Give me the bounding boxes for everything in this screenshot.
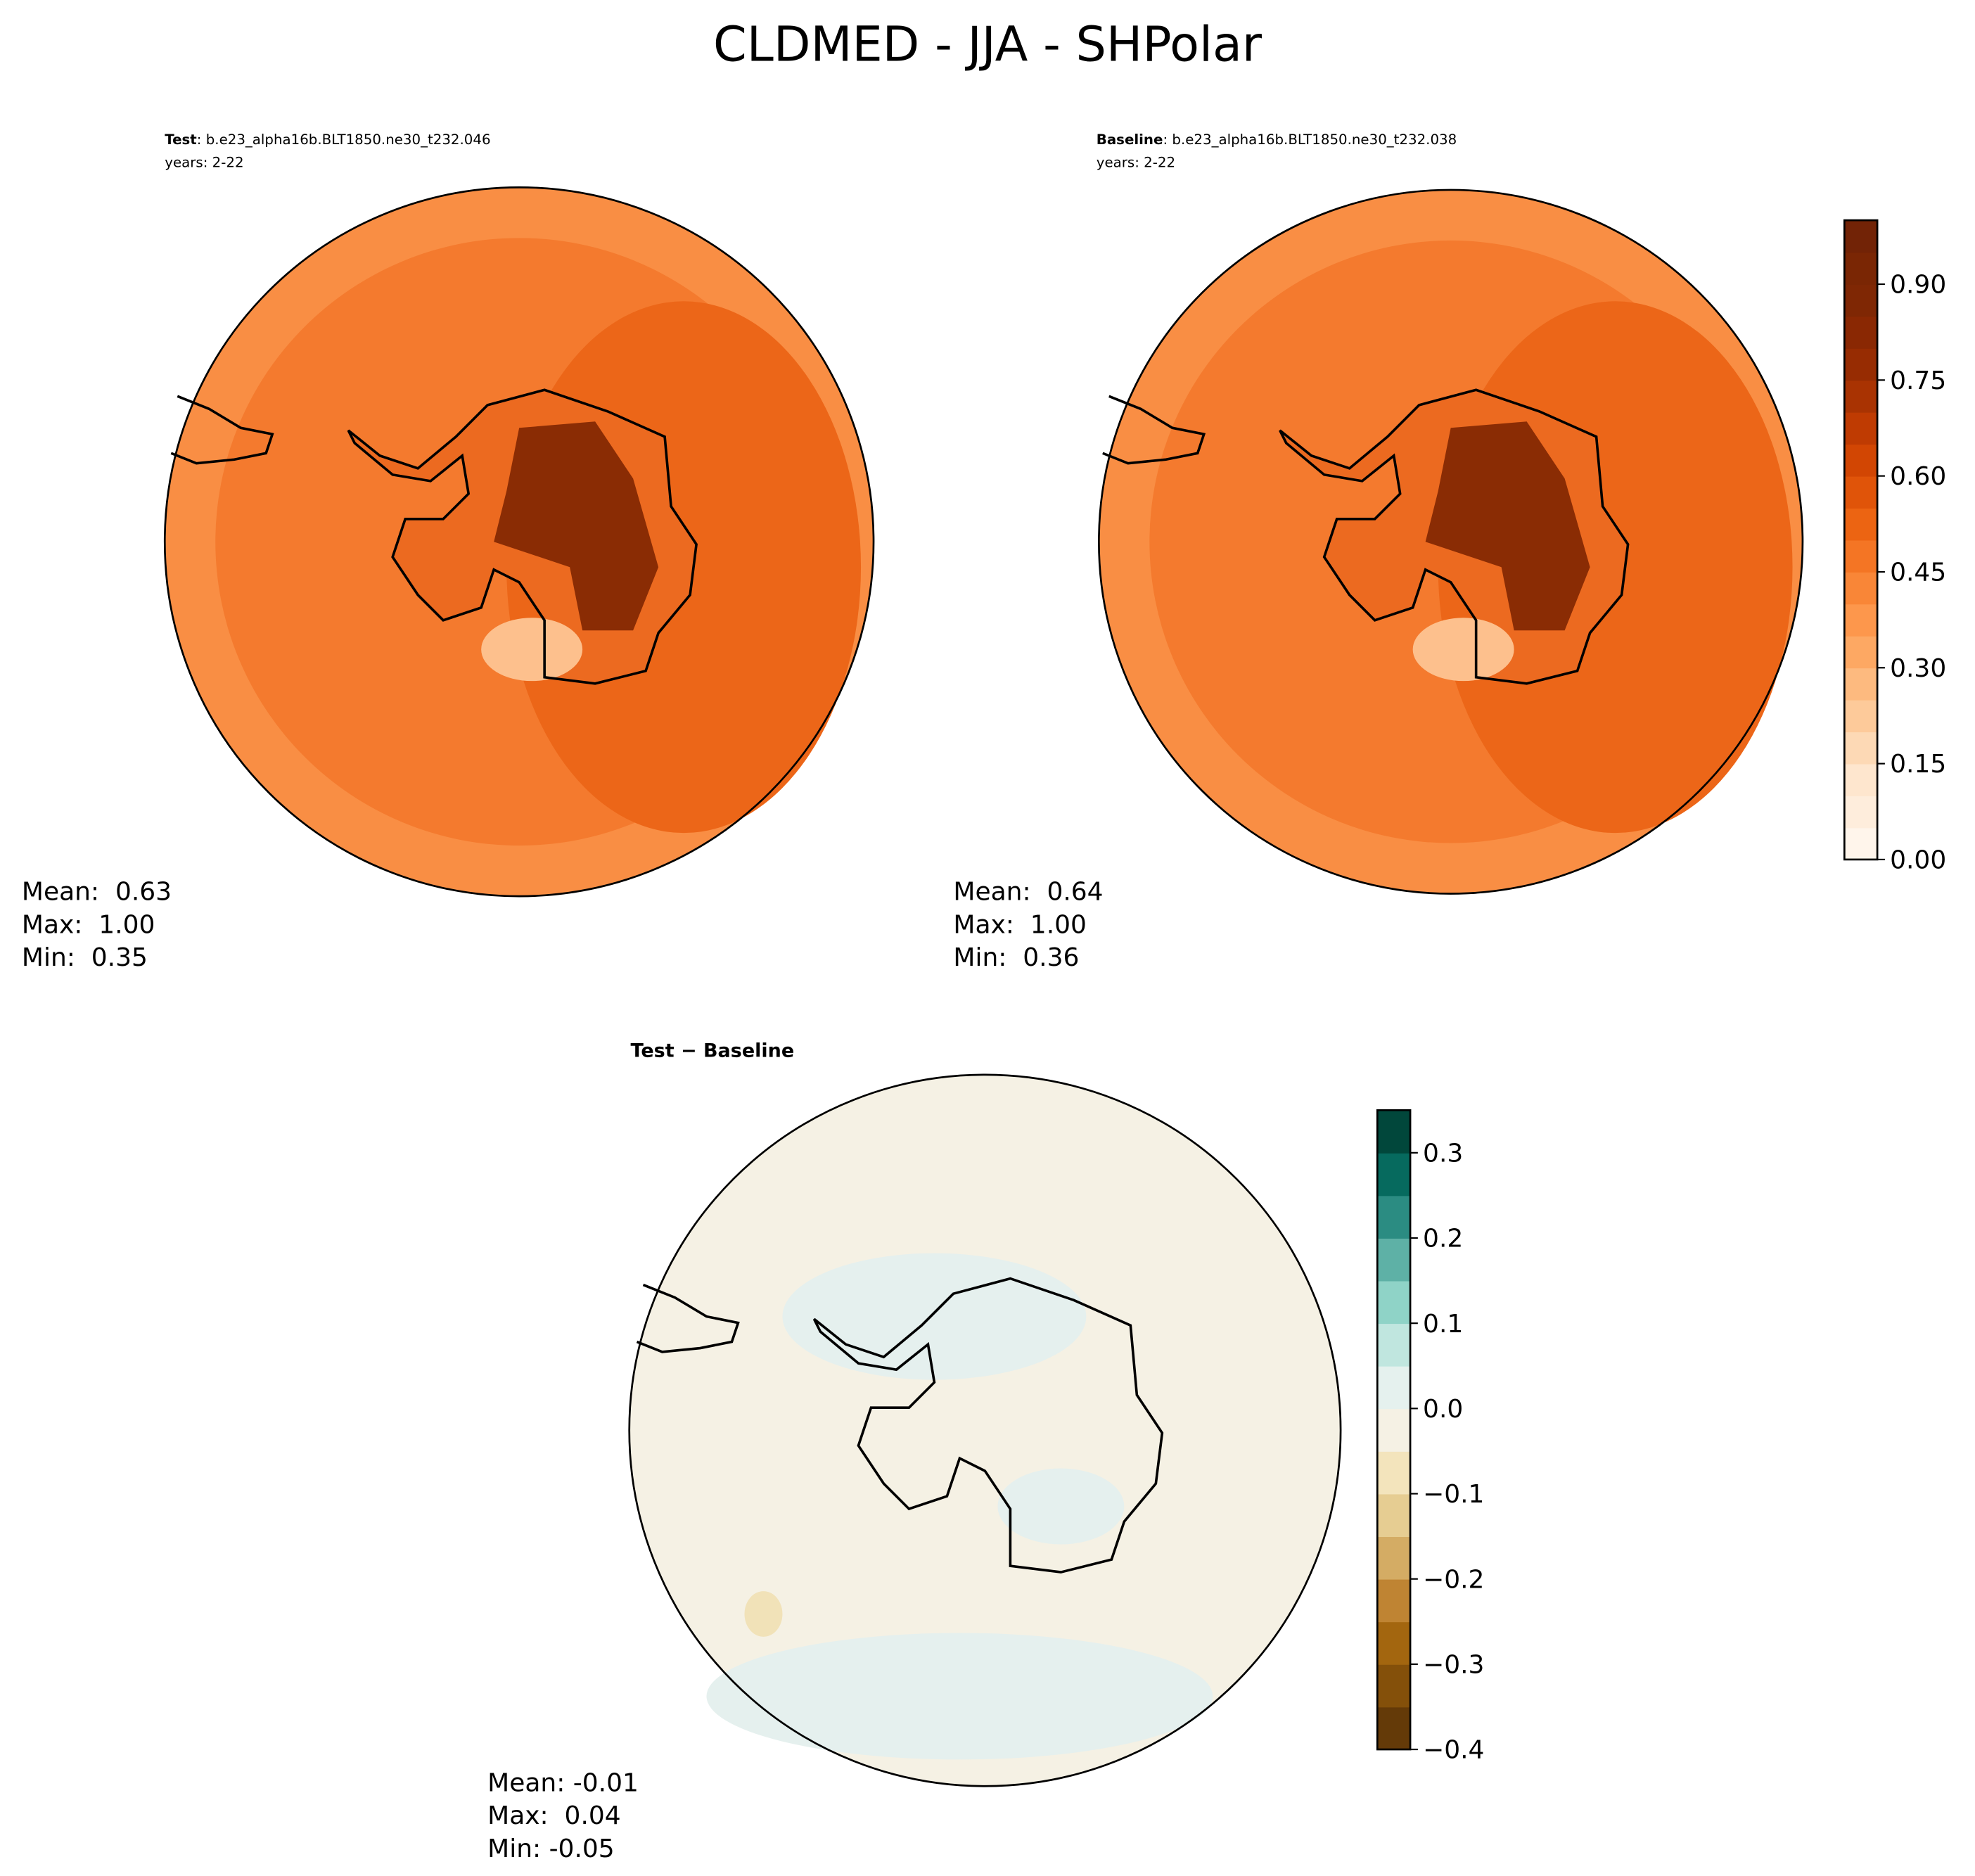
colorbar-band xyxy=(1377,1578,1411,1623)
colorbar-band xyxy=(1844,444,1878,477)
colorbar-band xyxy=(1377,1408,1411,1452)
colorbar-band xyxy=(1377,1110,1411,1154)
panel-header: Baseline: b.e23_alpha16b.BLT1850.ne30_t2… xyxy=(1097,132,1457,148)
stat-line: Mean: -0.01 xyxy=(487,1768,639,1797)
stat-line: Min: 0.35 xyxy=(22,943,148,972)
colorbar-band xyxy=(1377,1450,1411,1495)
map xyxy=(628,1073,1342,1787)
colorbar-band xyxy=(1844,732,1878,765)
map-field xyxy=(629,1074,1341,1787)
colorbar-tick-label: 0.0 xyxy=(1423,1395,1463,1424)
colorbar-tick-label: 0.60 xyxy=(1890,462,1946,491)
colorbar-band xyxy=(1844,796,1878,829)
colorbar-tick-label: −0.4 xyxy=(1423,1736,1484,1765)
stat-line: Max: 0.04 xyxy=(487,1801,621,1830)
colorbar-band xyxy=(1377,1280,1411,1325)
colorbar-band xyxy=(1844,476,1878,509)
map-field xyxy=(1425,421,1590,631)
colorbar-tick-label: 0.15 xyxy=(1890,750,1946,779)
colorbar-tick-label: 0.45 xyxy=(1890,559,1946,587)
colorbar-band xyxy=(1844,604,1878,637)
panel-years: years: 2-22 xyxy=(165,155,243,171)
map-field xyxy=(706,1633,1213,1760)
colorbar-band xyxy=(1844,316,1878,349)
panel-header: Test: b.e23_alpha16b.BLT1850.ne30_t232.0… xyxy=(165,132,490,148)
colorbar-tick-label: 0.75 xyxy=(1890,366,1946,395)
map xyxy=(163,186,875,898)
colorbar-band xyxy=(1377,1536,1411,1580)
stat-line: Min: 0.36 xyxy=(953,943,1079,972)
colorbar-tick-label: 0.3 xyxy=(1423,1139,1463,1168)
colorbar-band xyxy=(1844,668,1878,701)
colorbar-tick-label: 0.1 xyxy=(1423,1310,1463,1339)
colorbar-tick-label: 0.00 xyxy=(1890,846,1946,875)
colorbar-frame xyxy=(1843,219,1879,861)
colorbar-band xyxy=(1844,763,1878,796)
colorbar-band xyxy=(1844,347,1878,381)
colorbar-frame xyxy=(1376,1109,1412,1751)
map-field xyxy=(997,1468,1125,1545)
panel-years: years: 2-22 xyxy=(1097,155,1175,171)
colorbar-tick-label: −0.1 xyxy=(1423,1480,1484,1509)
map-field xyxy=(481,618,583,682)
colorbar-band xyxy=(1844,635,1878,669)
panel-name: Test xyxy=(165,132,197,148)
colorbar-tick-label: 0.90 xyxy=(1890,271,1946,300)
colorbar-band xyxy=(1844,380,1878,413)
colorbar-tick-label: −0.2 xyxy=(1423,1565,1484,1594)
stat-line: Mean: 0.64 xyxy=(953,878,1103,907)
colorbar-band xyxy=(1377,1238,1411,1282)
colorbar-tick-label: −0.3 xyxy=(1423,1650,1484,1679)
colorbar-band xyxy=(1377,1664,1411,1708)
colorbar-band xyxy=(1377,1493,1411,1538)
map-field xyxy=(494,421,659,631)
panel-case: : b.e23_alpha16b.BLT1850.ne30_t232.038 xyxy=(1163,132,1457,148)
map-boundary xyxy=(628,1073,1342,1787)
colorbar-tick-label: 0.2 xyxy=(1423,1225,1463,1253)
colorbar-band xyxy=(1844,284,1878,317)
panel-name: Baseline xyxy=(1097,132,1163,148)
colorbar-band xyxy=(1844,827,1878,860)
stat-line: Max: 1.00 xyxy=(953,910,1087,939)
map-field xyxy=(744,1591,783,1637)
colorbar-band xyxy=(1377,1621,1411,1665)
map-field xyxy=(1412,618,1514,682)
colorbar-band xyxy=(1844,699,1878,733)
stat-line: Max: 1.00 xyxy=(22,910,155,939)
colorbar-band xyxy=(1844,220,1878,253)
colorbar-band xyxy=(1377,1152,1411,1197)
panel-name: Test − Baseline xyxy=(631,1040,795,1062)
colorbar-tick-label: 0.30 xyxy=(1890,654,1946,683)
map xyxy=(1098,189,1804,895)
colorbar-band xyxy=(1844,508,1878,541)
figure-title: CLDMED - JJA - SHPolar xyxy=(713,17,1263,72)
stat-line: Mean: 0.63 xyxy=(22,878,172,907)
colorbar-band xyxy=(1377,1323,1411,1367)
colorbar-band xyxy=(1844,411,1878,445)
colorbar-band xyxy=(1377,1706,1411,1750)
colorbar-band xyxy=(1844,540,1878,573)
colorbar-band xyxy=(1844,252,1878,285)
map-field xyxy=(782,1253,1087,1380)
colorbar-band xyxy=(1377,1195,1411,1239)
colorbar-band xyxy=(1377,1365,1411,1410)
stat-line: Min: -0.05 xyxy=(487,1834,615,1863)
colorbar-band xyxy=(1844,571,1878,605)
map-boundary xyxy=(1098,189,1804,895)
map-boundary xyxy=(163,186,875,898)
panel-case: : b.e23_alpha16b.BLT1850.ne30_t232.046 xyxy=(197,132,491,148)
